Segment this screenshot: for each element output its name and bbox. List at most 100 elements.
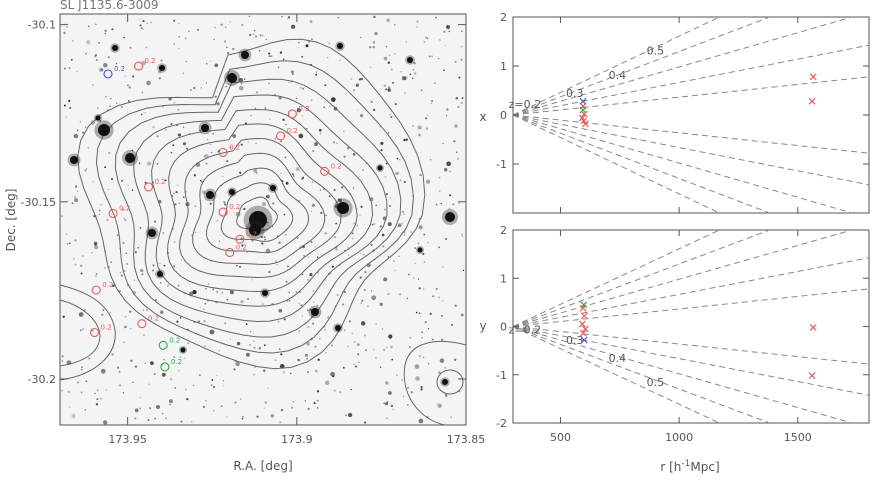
speckle [141, 91, 144, 94]
speckle [312, 290, 315, 292]
speckle [118, 370, 121, 373]
speckle [319, 189, 322, 191]
speckle [142, 28, 145, 31]
speckle [93, 241, 98, 246]
speckle [201, 189, 206, 195]
speckle [279, 348, 281, 350]
speckle [100, 397, 102, 400]
speckle [306, 342, 310, 346]
speckle [160, 310, 164, 314]
speckle [274, 359, 277, 361]
speckle [385, 402, 388, 406]
speckle [317, 358, 320, 361]
speckle [288, 299, 291, 302]
speckle [238, 78, 243, 83]
speckle [336, 294, 339, 296]
speckle [427, 328, 430, 330]
speckle [361, 299, 364, 302]
speckle [71, 202, 74, 205]
speckle [328, 42, 330, 44]
speckle [74, 263, 77, 266]
speckle [154, 417, 156, 420]
speckle [96, 107, 99, 110]
speckle [110, 261, 113, 264]
y-tick-label: -2 [496, 417, 507, 430]
speckle [385, 381, 389, 385]
speckle [307, 309, 309, 312]
speckle [95, 273, 98, 275]
y-tick-label: -30.2 [28, 373, 56, 386]
speckle [249, 33, 252, 37]
y-tick-label: -30.1 [28, 19, 56, 32]
speckle [98, 67, 104, 73]
speckle [267, 387, 270, 390]
speckle [453, 140, 456, 143]
speckle [281, 180, 284, 182]
speckle [255, 142, 257, 144]
speckle [403, 92, 406, 95]
speckle [353, 341, 356, 343]
speckle [461, 233, 463, 236]
speckle [290, 406, 294, 409]
speckle [352, 153, 356, 156]
speckle [383, 208, 386, 211]
speckle [107, 56, 110, 59]
source-core [337, 202, 349, 214]
speckle [397, 223, 402, 228]
speckle [178, 22, 180, 24]
speckle [309, 20, 313, 24]
speckle [263, 344, 266, 347]
speckle [210, 384, 213, 387]
speckle [359, 276, 362, 279]
speckle [267, 224, 269, 226]
speckle [265, 38, 267, 41]
speckle [423, 233, 426, 236]
speckle [439, 358, 445, 363]
speckle [127, 84, 129, 86]
speckle [145, 46, 148, 49]
speckle [234, 401, 237, 404]
speckle [455, 97, 459, 100]
speckle [73, 257, 75, 260]
speckle [331, 265, 334, 268]
speckle [342, 303, 345, 306]
x-cone-redshift-lines: z=0.2 0.3 0.4 0.5 [509, 16, 870, 214]
speckle [390, 68, 393, 71]
speckle [363, 334, 367, 337]
speckle [370, 243, 373, 246]
speckle [425, 127, 429, 130]
speckle [88, 25, 90, 27]
speckle [268, 55, 271, 58]
speckle [288, 291, 290, 294]
speckle [394, 102, 397, 106]
member-circle [89, 327, 100, 338]
speckle [150, 21, 152, 24]
speckle [280, 172, 282, 175]
y-tick-label: -30.15 [21, 196, 56, 209]
member-galaxy-markers: 0.2 0.2 0.2 0.2 0.2 0.2 0.2 0.2 0.2 0.2 0.2 0.2 0.2 0… [89, 57, 342, 372]
speckle [382, 245, 385, 248]
speckle [385, 417, 388, 420]
speckle [213, 410, 215, 412]
speckle [225, 46, 228, 49]
speckle [323, 106, 326, 109]
source-core [98, 124, 110, 136]
speckle [430, 102, 433, 105]
speckle [306, 127, 308, 130]
member-circle [218, 147, 228, 158]
x-axis-label: R.A. [deg] [233, 459, 292, 473]
speckle [66, 242, 69, 245]
speckle [425, 36, 427, 39]
speckle [387, 222, 392, 227]
speckle [307, 256, 310, 258]
speckle [351, 332, 353, 335]
speckle [361, 321, 364, 324]
speckle [371, 223, 374, 226]
x-cone-ylabel: x [479, 110, 486, 124]
speckle [182, 142, 187, 146]
speckle [399, 159, 401, 161]
speckle [253, 168, 258, 173]
speckle [370, 100, 373, 104]
speckle [165, 417, 167, 420]
speckle [125, 262, 129, 266]
